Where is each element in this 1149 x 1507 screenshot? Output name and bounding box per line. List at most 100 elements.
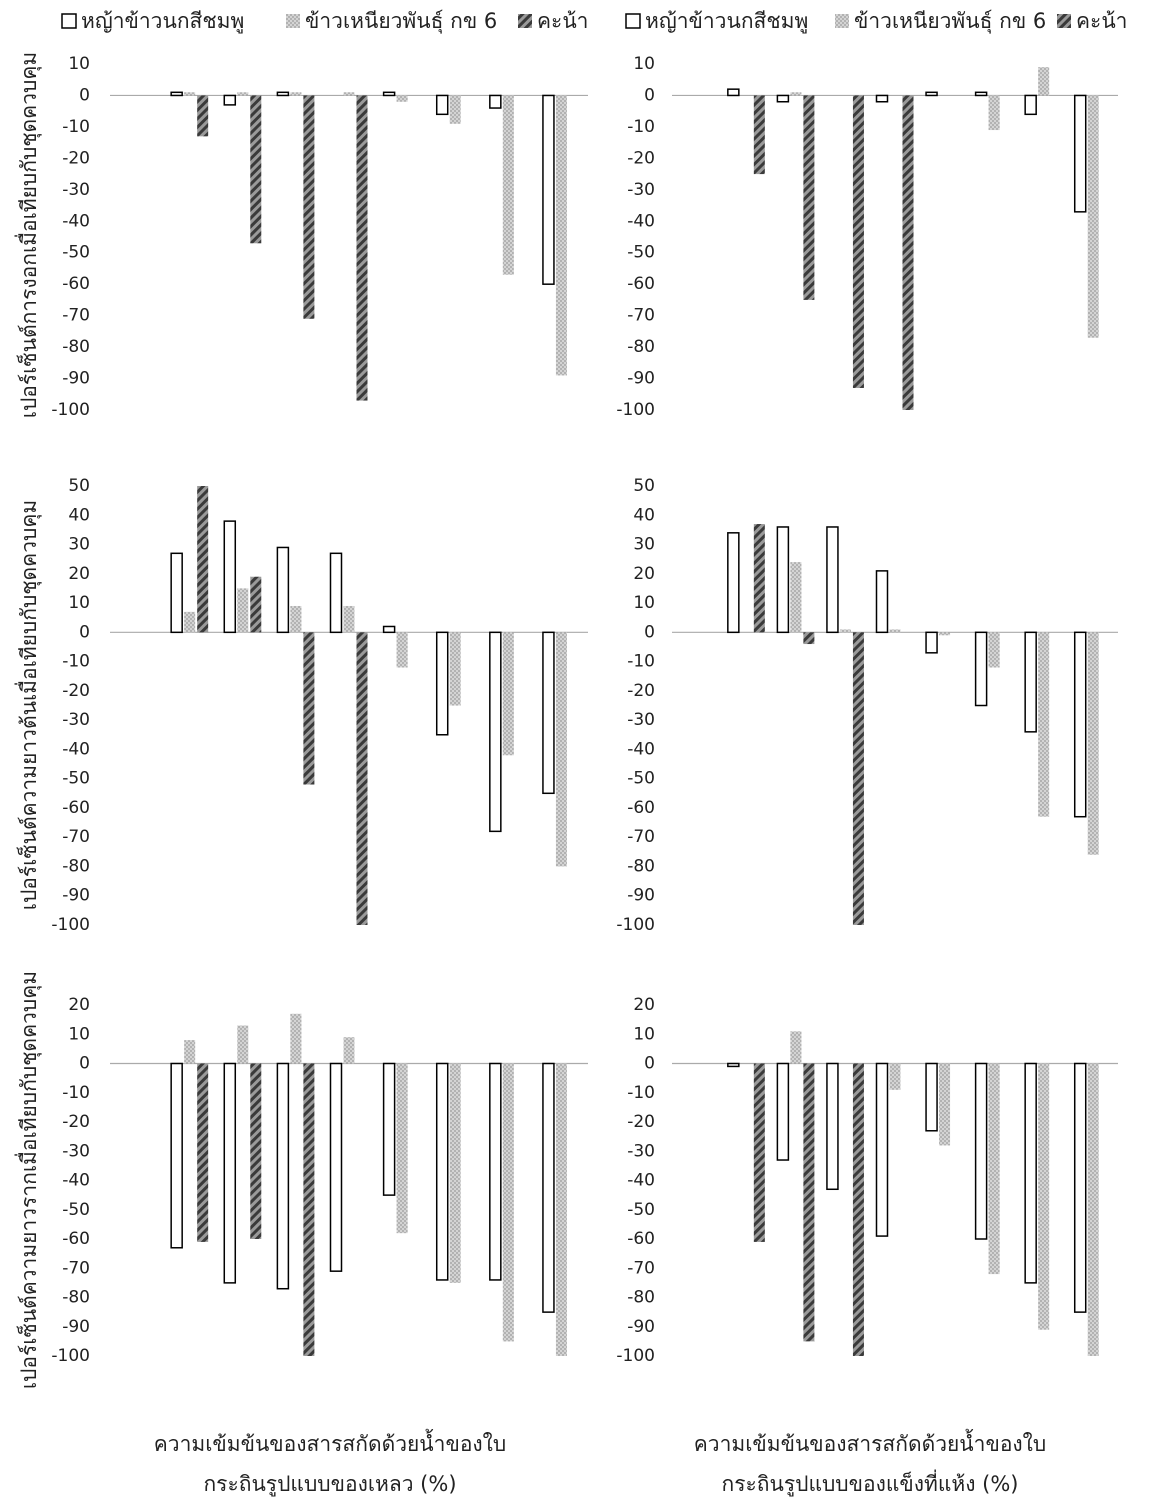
y-tick-label: -70	[62, 306, 90, 326]
legend-label: หญ้าข้าวนกสีชมพู	[645, 9, 808, 34]
bar	[303, 95, 314, 318]
bar	[1025, 95, 1036, 114]
bar	[877, 95, 888, 101]
bar	[503, 1064, 514, 1342]
y-tick-label: -90	[627, 1317, 655, 1337]
y-tick-label: -100	[616, 915, 655, 935]
y-tick-label: 0	[644, 622, 655, 642]
y-tick-label: -60	[627, 798, 655, 818]
y-tick-label: -40	[62, 739, 90, 759]
bar	[490, 1064, 501, 1280]
y-tick-label: -60	[62, 798, 90, 818]
y-tick-label: -50	[62, 769, 90, 789]
x-axis-label: ความเข้มข้นของสารสกัดด้วยน้ำของใบ	[154, 1429, 507, 1456]
legend-label: ข้าวเหนียวพันธุ์ กข 6	[854, 9, 1046, 34]
bar	[790, 1031, 801, 1063]
bar	[171, 92, 182, 95]
y-tick-label: -100	[51, 400, 90, 420]
bar	[490, 632, 501, 831]
bar	[728, 533, 739, 633]
y-tick-label: -40	[627, 211, 655, 231]
bar	[250, 1064, 261, 1240]
y-tick-label: 10	[68, 593, 90, 613]
y-tick-label: -70	[627, 827, 655, 847]
y-tick-label: -100	[616, 400, 655, 420]
legend-label: คะน้า	[537, 9, 588, 33]
bar	[790, 562, 801, 632]
bar	[803, 632, 814, 644]
bar	[250, 577, 261, 633]
bar	[939, 1064, 950, 1146]
bar	[357, 95, 368, 400]
y-tick-label: 0	[79, 1054, 90, 1074]
bar	[853, 632, 864, 925]
y-tick-label: -90	[62, 369, 90, 389]
bar	[197, 1064, 208, 1242]
y-tick-label: 10	[633, 593, 655, 613]
bar	[777, 1064, 788, 1161]
y-tick-label: -20	[62, 681, 90, 701]
bar	[556, 1064, 567, 1357]
y-tick-label: -50	[62, 243, 90, 263]
y-tick-label: -10	[627, 117, 655, 137]
y-tick-label: 20	[633, 995, 655, 1015]
y-tick-label: -30	[62, 710, 90, 730]
y-tick-label: -30	[62, 180, 90, 200]
bar	[277, 547, 288, 632]
y-tick-label: -50	[627, 243, 655, 263]
x-axis-label: กระถินรูปแบบของเหลว (%)	[203, 1472, 456, 1497]
y-tick-label: -40	[62, 1171, 90, 1191]
bar	[976, 1064, 987, 1240]
y-tick-label: -50	[627, 769, 655, 789]
x-axis-label: กระถินรูปแบบของแข็งที่แห้ง (%)	[721, 1469, 1018, 1497]
bar	[184, 1040, 195, 1063]
bar	[754, 95, 765, 174]
bar	[384, 1064, 395, 1196]
bar	[1075, 95, 1086, 211]
y-tick-label: -20	[627, 1112, 655, 1132]
bar	[437, 1064, 448, 1280]
y-tick-label: 50	[633, 476, 655, 496]
y-tick-label: -90	[62, 886, 90, 906]
y-tick-label: -100	[616, 1346, 655, 1366]
y-tick-label: 10	[68, 1024, 90, 1044]
bar	[331, 1064, 342, 1272]
bar	[437, 632, 448, 734]
y-tick-label: 40	[68, 505, 90, 525]
y-tick-label: -30	[62, 1141, 90, 1161]
bar	[989, 632, 1000, 667]
bar	[890, 629, 901, 632]
bar	[250, 95, 261, 243]
bar	[1075, 632, 1086, 816]
y-tick-label: -60	[627, 1229, 655, 1249]
bar	[803, 1064, 814, 1342]
legend-label: หญ้าข้าวนกสีชมพู	[81, 9, 244, 34]
bar	[728, 1064, 739, 1067]
y-tick-label: -70	[627, 306, 655, 326]
bar	[303, 632, 314, 784]
y-tick-label: -30	[627, 710, 655, 730]
y-tick-label: 50	[68, 476, 90, 496]
bar	[1075, 1064, 1086, 1313]
bar	[754, 1064, 765, 1242]
y-tick-label: 30	[68, 535, 90, 555]
y-tick-label: 30	[633, 535, 655, 555]
bar	[490, 95, 501, 108]
y-tick-label: -100	[51, 915, 90, 935]
y-tick-label: -80	[62, 337, 90, 357]
bar	[290, 92, 301, 95]
y-tick-label: -40	[627, 1171, 655, 1191]
y-tick-label: -70	[62, 827, 90, 847]
y-tick-label: 10	[633, 1024, 655, 1044]
bar	[1088, 632, 1099, 854]
bar	[877, 571, 888, 632]
bar	[728, 89, 739, 95]
y-tick-label: 20	[68, 995, 90, 1015]
bar	[827, 527, 838, 632]
legend-swatch	[518, 14, 532, 28]
y-tick-label: -10	[62, 652, 90, 672]
bar	[450, 632, 461, 705]
y-tick-label: -40	[627, 739, 655, 759]
bar	[543, 1064, 554, 1313]
legend-label: คะน้า	[1076, 9, 1127, 33]
